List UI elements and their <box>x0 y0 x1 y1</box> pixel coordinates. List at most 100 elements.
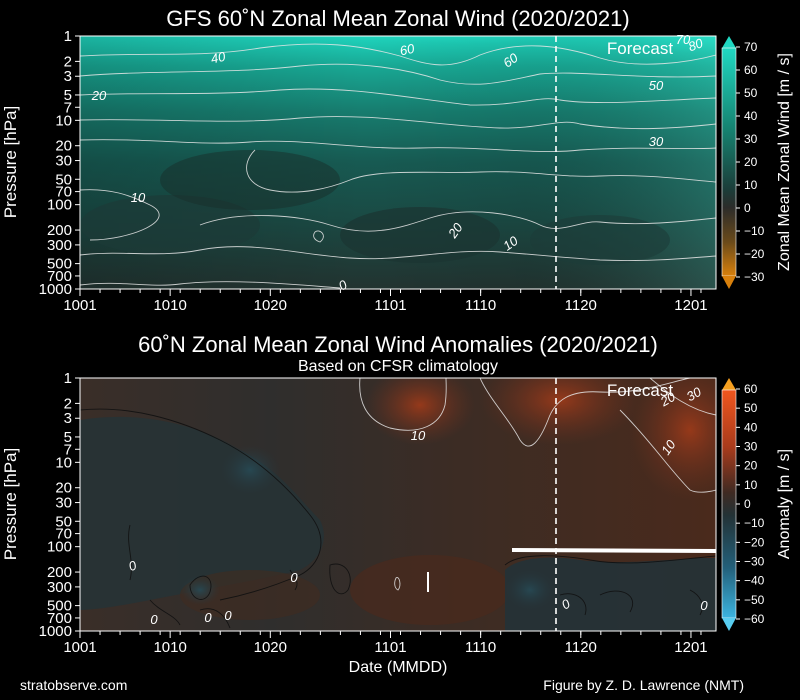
y-tick-label: 500 <box>47 598 72 615</box>
colorbar-tick-label: −40 <box>744 574 765 588</box>
y-tick-label: 2 <box>64 53 72 70</box>
top-chart-title: GFS 60˚N Zonal Mean Zonal Wind (2020/202… <box>166 6 629 31</box>
y-tick-label: 700 <box>47 268 72 285</box>
y-tick-label: 300 <box>47 579 72 596</box>
y-tick-label: 50 <box>55 171 72 188</box>
colorbar-tick-label: 70 <box>744 40 758 54</box>
bottom-colorbar-label: Anomaly [m / s] <box>776 449 793 559</box>
bottom-chart-title: 60˚N Zonal Mean Zonal Wind Anomalies (20… <box>138 332 658 357</box>
contour-label: 10 <box>131 190 146 205</box>
x-tick-label: 1010 <box>153 297 186 314</box>
y-tick-label: 1000 <box>39 623 72 640</box>
x-tick-label: 1120 <box>565 297 597 314</box>
top-colorbar: 70 60 50 40 30 20 10 0 −10 −20 −30 <box>721 36 765 289</box>
y-tick-label: 700 <box>47 610 72 627</box>
footer-credit: Figure by Z. D. Lawrence (NMT) <box>543 677 744 693</box>
colorbar-tick-label: −20 <box>744 247 765 261</box>
colorbar-tick-label: −10 <box>744 516 765 530</box>
contour-label: 10 <box>411 428 426 443</box>
x-tick-label: 1020 <box>254 639 287 656</box>
bottom-plot-frame <box>79 377 717 632</box>
y-tick-label: 2 <box>64 395 72 412</box>
colorbar-tick-label: −60 <box>744 612 765 626</box>
y-tick-label: 7 <box>64 441 72 458</box>
colorbar-tick-label: 30 <box>744 132 758 146</box>
top-y-axis-label: Pressure [hPa] <box>1 106 20 218</box>
contour-label: 0 <box>204 610 212 625</box>
colorbar-tick-label: 50 <box>744 401 758 415</box>
colorbar-tick-label: −30 <box>744 555 765 569</box>
contour-label: 40 <box>209 49 227 67</box>
colorbar-tick-label: 10 <box>744 178 758 192</box>
contour-label: 20 <box>657 389 679 410</box>
x-tick-label: 1110 <box>465 639 496 656</box>
y-tick-label: 1 <box>64 28 72 45</box>
colorbar-tick-label: 60 <box>744 63 758 77</box>
colorbar-tick-label: 10 <box>744 478 758 492</box>
colorbar-tick-label: 0 <box>744 497 751 511</box>
contour-label: 60 <box>398 41 416 59</box>
y-tick-label: 70 <box>55 526 72 543</box>
x-tick-label: 1001 <box>63 639 96 656</box>
y-tick-label: 20 <box>55 480 72 497</box>
y-tick-label: 10 <box>55 112 72 129</box>
contour-label: 0 <box>150 612 158 627</box>
annotation-bar <box>511 548 717 553</box>
y-tick-label: 30 <box>55 153 72 170</box>
contour-label: 0 <box>290 570 298 585</box>
bottom-forecast-label: Forecast <box>607 381 673 400</box>
colorbar-tick-label: −20 <box>744 535 765 549</box>
colorbar-tick-label: 20 <box>744 459 758 473</box>
contour-label: 0 <box>700 598 708 613</box>
bottom-x-axis-label: Date (MMDD) <box>349 659 448 676</box>
footer-website: stratobserve.com <box>20 677 127 693</box>
y-tick-label: 500 <box>47 256 72 273</box>
x-tick-label: 1201 <box>674 639 707 656</box>
y-tick-label: 5 <box>64 87 72 104</box>
y-tick-label: 1 <box>64 370 72 387</box>
top-colorbar-label: Zonal Mean Zonal Wind [m / s] <box>776 53 793 271</box>
colorbar-tick-label: 60 <box>744 382 758 396</box>
x-tick-label: 1010 <box>153 639 186 656</box>
x-tick-label: 1020 <box>254 297 287 314</box>
colorbar-tick-label: 20 <box>744 155 758 169</box>
bottom-y-axis-label: Pressure [hPa] <box>1 448 20 560</box>
colorbar-tick-label: 50 <box>744 86 758 100</box>
y-tick-label: 5 <box>64 429 72 446</box>
colorbar-tick-label: −30 <box>744 270 765 284</box>
top-forecast-label: Forecast <box>607 39 673 58</box>
y-tick-label: 300 <box>47 237 72 254</box>
bottom-colorbar: 60 50 40 30 20 10 0 −10 −20 −30 −40 −50 −60 <box>721 378 765 631</box>
colorbar-tick-label: 40 <box>744 420 758 434</box>
y-tick-label: 200 <box>47 564 72 581</box>
y-tick-label: 7 <box>64 99 72 116</box>
y-tick-label: 10 <box>55 454 72 471</box>
colorbar-tick-label: −50 <box>744 593 765 607</box>
bottom-plot-area <box>80 378 716 631</box>
y-tick-label: 200 <box>47 222 72 239</box>
colorbar-tick-label: 30 <box>744 440 758 454</box>
x-tick-label: 1120 <box>565 639 597 656</box>
y-tick-label: 20 <box>55 138 72 155</box>
top-plot-frame <box>79 35 717 290</box>
x-tick-label: 1101 <box>374 297 406 314</box>
contour-label: 20 <box>91 88 107 103</box>
contour-label: 0 <box>224 608 232 623</box>
x-tick-label: 1001 <box>63 297 96 314</box>
colorbar-tick-label: −10 <box>744 224 765 238</box>
top-plot-area <box>80 36 716 289</box>
bottom-x-axis: 1001 1010 1020 1101 1110 1120 1201 <box>63 631 708 656</box>
y-tick-label: 50 <box>55 513 72 530</box>
y-tick-label: 1000 <box>39 281 72 298</box>
contour-label: 50 <box>649 78 664 93</box>
colorbar-tick-label: 0 <box>744 201 751 215</box>
x-tick-label: 1101 <box>374 639 406 656</box>
top-x-axis: 1001 1010 1020 1101 1110 1120 1201 <box>63 289 708 314</box>
y-tick-label: 70 <box>55 184 72 201</box>
y-tick-label: 100 <box>47 197 72 214</box>
contour-label: 30 <box>649 134 664 149</box>
colorbar-tick-label: 40 <box>744 109 758 123</box>
